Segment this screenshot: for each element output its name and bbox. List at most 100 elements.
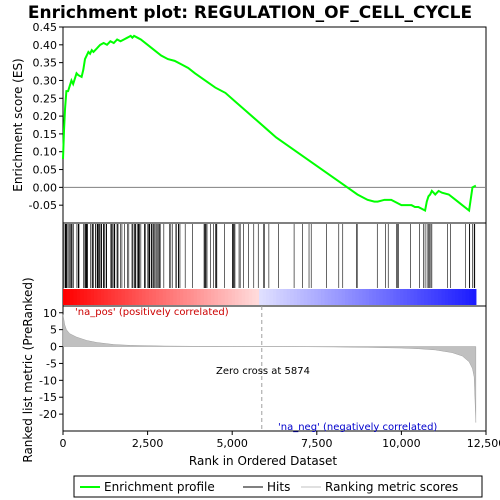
rank-colorbar — [63, 289, 477, 305]
colorbar-cell — [90, 289, 95, 305]
colorbar-cell — [252, 289, 257, 305]
colorbar-cell — [283, 289, 288, 305]
es-y-tick-label: 0.30 — [33, 74, 58, 87]
colorbar-cell — [204, 289, 209, 305]
colorbar-cell — [317, 289, 322, 305]
colorbar-cell — [179, 289, 185, 305]
colorbar-cell — [369, 289, 374, 305]
colorbar-cell — [403, 289, 408, 305]
metric-y-label: Ranked list metric (PreRanked) — [21, 277, 35, 462]
es-y-tick-label: 0.05 — [33, 164, 58, 177]
es-y-axis: -0.05 0.00 0.05 0.10 0.15 0.20 0.25 0.30 0.35 0.4… — [29, 21, 63, 212]
colorbar-cell — [76, 289, 81, 305]
chart-title: Enrichment plot: REGULATION_OF_CELL_CYCL… — [28, 3, 472, 23]
colorbar-cell — [331, 289, 336, 305]
x-tick-label: 2,500 — [132, 437, 164, 450]
colorbar-cell — [458, 289, 463, 305]
es-y-tick-label: -0.05 — [29, 199, 57, 212]
colorbar-cell — [145, 289, 150, 305]
colorbar-cell — [255, 289, 260, 305]
colorbar-cell — [190, 289, 195, 305]
colorbar-cell — [238, 289, 243, 305]
legend-box — [73, 475, 483, 498]
legend-hits-label: Hits — [267, 480, 290, 494]
es-y-tick-label: 0.35 — [33, 57, 58, 70]
colorbar-cell — [114, 289, 119, 305]
x-tick-label: 12,500 — [467, 437, 500, 450]
colorbar-cell — [341, 289, 346, 305]
colorbar-cell — [259, 289, 264, 305]
colorbar-cell — [131, 289, 136, 305]
colorbar-cell — [386, 289, 391, 305]
colorbar-cell — [314, 289, 319, 305]
colorbar-cell — [111, 289, 116, 305]
colorbar-cell — [121, 289, 126, 305]
zero-cross-label: Zero cross at 5874 — [216, 366, 310, 377]
colorbar-cell — [362, 289, 367, 305]
colorbar-cell — [173, 289, 178, 305]
colorbar-cell — [296, 289, 301, 305]
metric-y-axis: 10 5 0 -5 -10 -15 -20 — [39, 307, 63, 421]
colorbar-cell — [169, 289, 174, 305]
colorbar-cell — [241, 289, 246, 305]
colorbar-cell — [472, 289, 477, 305]
colorbar-cell — [431, 289, 436, 305]
colorbar-cell — [159, 289, 164, 305]
colorbar-cell — [358, 289, 363, 305]
colorbar-cell — [303, 289, 308, 305]
colorbar-cell — [149, 289, 154, 305]
x-tick-label: 5,000 — [216, 437, 248, 450]
es-y-tick-label: 0.00 — [33, 181, 58, 194]
enrichment-profile-line — [62, 34, 477, 213]
colorbar-cell — [262, 289, 267, 305]
colorbar-cell — [93, 289, 99, 305]
colorbar-cell — [290, 289, 295, 305]
colorbar-cell — [355, 289, 360, 305]
colorbar-cell — [462, 289, 467, 305]
colorbar-cell — [417, 289, 422, 305]
metric-y-tick-label: 5 — [50, 324, 57, 337]
colorbar-cell — [310, 289, 315, 305]
es-y-label: Enrichment score (ES) — [11, 58, 25, 191]
colorbar-cell — [434, 289, 439, 305]
colorbar-cell — [393, 289, 398, 305]
colorbar-cell — [382, 289, 387, 305]
colorbar-cell — [379, 289, 384, 305]
legend-metric-label: Ranking metric scores — [325, 480, 458, 494]
colorbar-cell — [142, 289, 147, 305]
colorbar-cell — [100, 289, 105, 305]
colorbar-cell — [420, 289, 425, 305]
colorbar-cell — [327, 289, 332, 305]
colorbar-cell — [324, 289, 329, 305]
colorbar-cell — [210, 289, 215, 305]
colorbar-cell — [372, 289, 377, 305]
colorbar-cell — [307, 289, 312, 305]
colorbar-cell — [451, 289, 456, 305]
colorbar-cell — [118, 289, 123, 305]
colorbar-cell — [441, 289, 446, 305]
colorbar-cell — [166, 289, 171, 305]
colorbar-cell — [334, 289, 339, 305]
colorbar-cell — [265, 289, 271, 305]
colorbar-cell — [176, 289, 181, 305]
colorbar-cell — [80, 289, 85, 305]
colorbar-cell — [444, 289, 449, 305]
colorbar-cell — [217, 289, 222, 305]
colorbar-cell — [87, 289, 92, 305]
colorbar-cell — [424, 289, 429, 305]
ranking-metric-area — [62, 314, 477, 423]
es-y-tick-label: 0.25 — [33, 92, 58, 105]
colorbar-cell — [245, 289, 250, 305]
colorbar-cell — [83, 289, 88, 305]
colorbar-cell — [338, 289, 343, 305]
colorbar-cell — [293, 289, 298, 305]
colorbar-cell — [389, 289, 394, 305]
x-axis-label: Rank in Ordered Dataset — [189, 454, 337, 468]
colorbar-cell — [197, 289, 202, 305]
colorbar-cell — [193, 289, 198, 305]
colorbar-cell — [69, 289, 74, 305]
colorbar-cell — [235, 289, 240, 305]
metric-y-tick-label: -15 — [39, 391, 57, 404]
colorbar-cell — [396, 289, 401, 305]
